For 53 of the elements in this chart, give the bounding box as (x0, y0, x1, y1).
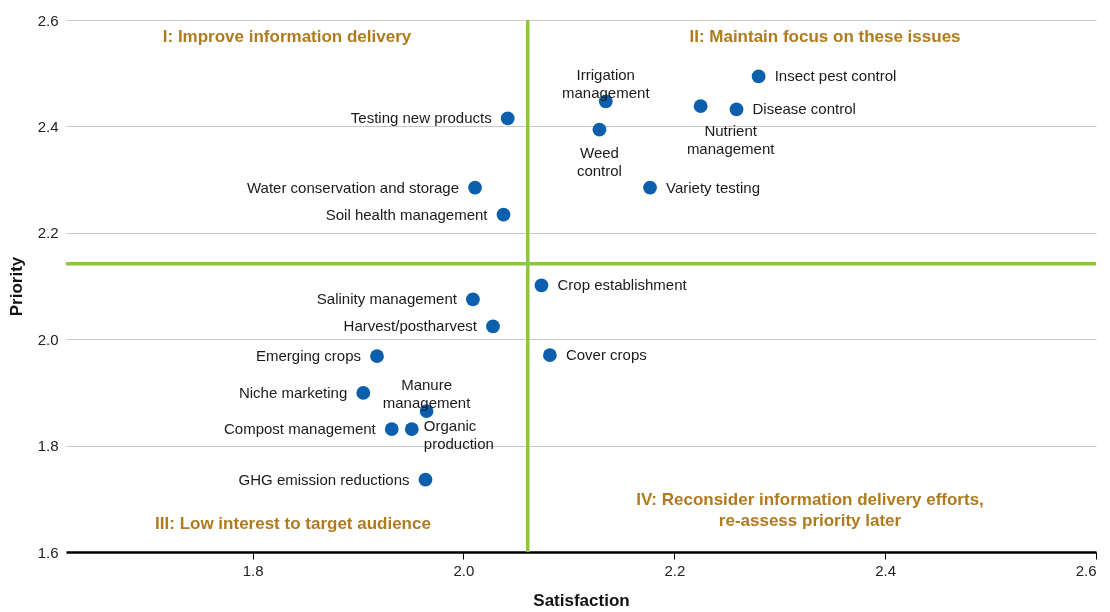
y-tick-label: 2.2 (37, 224, 59, 242)
annotation: Harvest/postharvest (343, 317, 478, 335)
y-tick-label: 2.4 (37, 117, 59, 135)
x-tick-label: 2.6 (1075, 561, 1097, 579)
point (500, 111, 515, 126)
point (418, 472, 433, 487)
point (693, 99, 708, 114)
point (384, 422, 399, 436)
annotation: Cover crops (565, 346, 647, 364)
annotation: Irrigation management (561, 66, 651, 102)
x-tick-label: 2.0 (453, 561, 475, 579)
annotation: Emerging crops (255, 347, 361, 365)
annotation: Niche marketing (238, 383, 348, 401)
point (496, 207, 511, 222)
annotation: Organic production (423, 417, 494, 453)
point (486, 319, 500, 334)
point (543, 348, 557, 363)
annotation: Crop establishment (557, 276, 688, 294)
point (592, 122, 607, 137)
point (534, 278, 549, 293)
annotation: Testing new products (350, 109, 492, 127)
x-axis-title: Satisfaction (533, 590, 630, 610)
point (468, 180, 482, 195)
y-tick-label: 1.6 (37, 543, 59, 561)
x-tick-label: 2.2 (664, 561, 686, 579)
annotation: Variety testing (666, 178, 760, 196)
y-axis-title: Priority (6, 256, 26, 317)
point (404, 422, 419, 436)
point (751, 69, 766, 84)
point (729, 102, 744, 117)
annotation: Compost management (224, 420, 377, 438)
annotation: Soil health management (325, 205, 489, 223)
point (643, 180, 657, 195)
y-tick-label: 2.6 (37, 11, 59, 29)
annotation: GHG emission reductions (238, 470, 410, 488)
x-tick-label: 1.8 (242, 561, 264, 579)
annotation: IV: Reconsider information delivery efforts, re-assess priority later (636, 490, 984, 530)
annotation: Water conservation and storage (246, 178, 460, 196)
annotation: Manure management (382, 376, 472, 412)
annotation: Salinity management (316, 290, 458, 308)
annotation: Nutrient management (686, 122, 776, 158)
annotation: Insect pest control (774, 67, 897, 85)
annotation: Disease control (752, 100, 856, 118)
annotation: II: Maintain focus on these issues (689, 27, 961, 46)
y-tick-label: 1.8 (37, 437, 59, 455)
annotation: Weed control (576, 143, 622, 179)
x-tick-label: 2.4 (875, 561, 897, 579)
annotation: I: Improve information delivery (162, 27, 412, 46)
point (356, 386, 371, 400)
point (370, 349, 384, 364)
point (466, 292, 480, 307)
y-tick-label: 2.0 (37, 330, 59, 348)
annotation: III: Low interest to target audience (155, 514, 431, 533)
